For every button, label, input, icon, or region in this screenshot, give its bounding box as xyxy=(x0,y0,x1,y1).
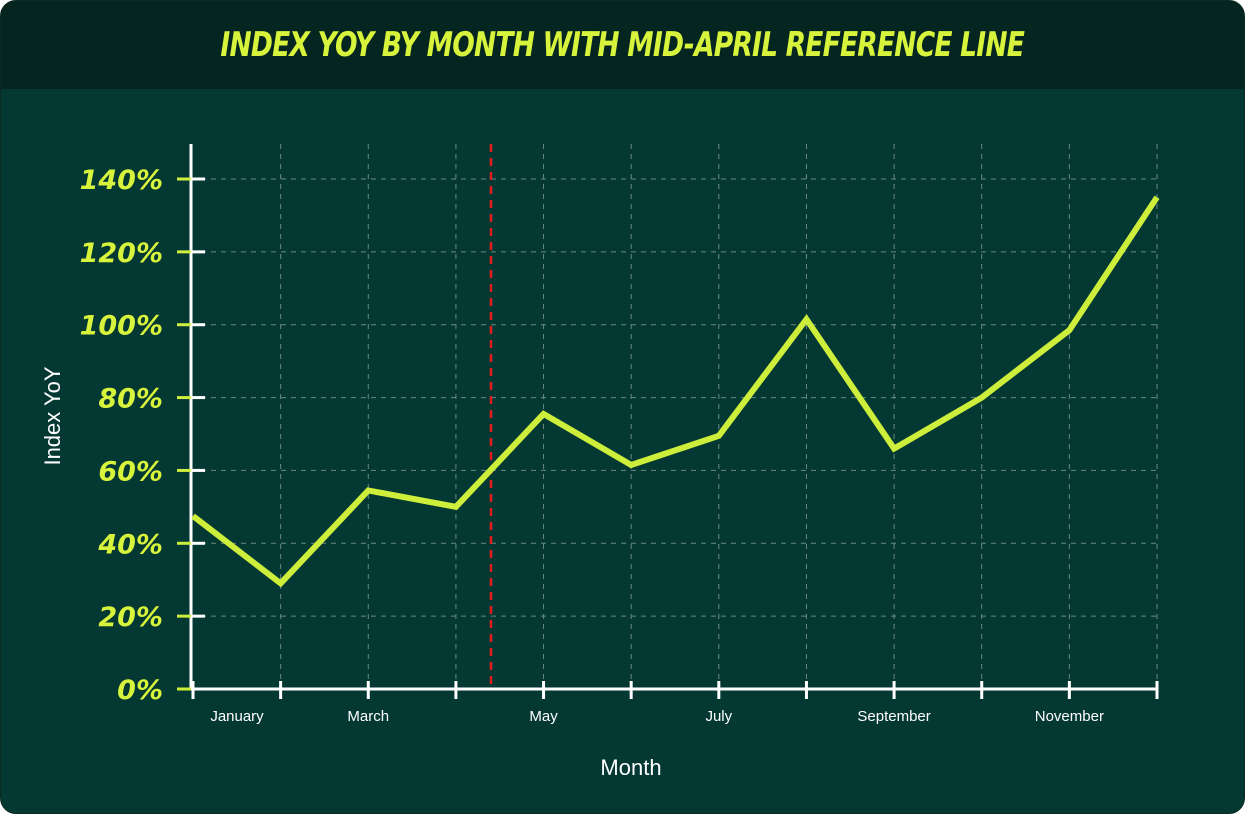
chart-title: Index YoY by Month with Mid-April Refere… xyxy=(220,25,1026,65)
y-tick-label: 40% xyxy=(97,529,163,560)
y-axis-label: Index YoY xyxy=(40,366,65,465)
x-tick-labels: January March May July September November xyxy=(210,708,1104,725)
title-bar: Index YoY by Month with Mid-April Refere… xyxy=(1,1,1244,89)
y-tick-label: 0% xyxy=(117,675,163,706)
x-axis-label: Month xyxy=(600,755,661,780)
y-tick-labels: 0% 20% 40% 60% 80% 100% 120% 140% xyxy=(80,165,163,706)
series-line xyxy=(191,195,1160,588)
y-tick-label: 140% xyxy=(80,165,163,196)
x-tick-label: September xyxy=(857,708,930,725)
y-tick-label: 20% xyxy=(98,602,163,633)
y-tick-label: 120% xyxy=(80,238,163,269)
series xyxy=(191,195,1160,588)
axes xyxy=(177,144,1159,699)
grid xyxy=(191,144,1158,689)
y-tick-label: 100% xyxy=(80,311,163,342)
x-tick-label: January xyxy=(210,708,264,725)
x-tick-label: November xyxy=(1035,708,1104,725)
y-tick-label: 60% xyxy=(98,456,163,487)
y-tick-label: 80% xyxy=(98,384,163,415)
x-tick-label: March xyxy=(347,708,389,725)
x-tick-label: July xyxy=(705,708,732,725)
x-tick-label: May xyxy=(529,708,558,725)
